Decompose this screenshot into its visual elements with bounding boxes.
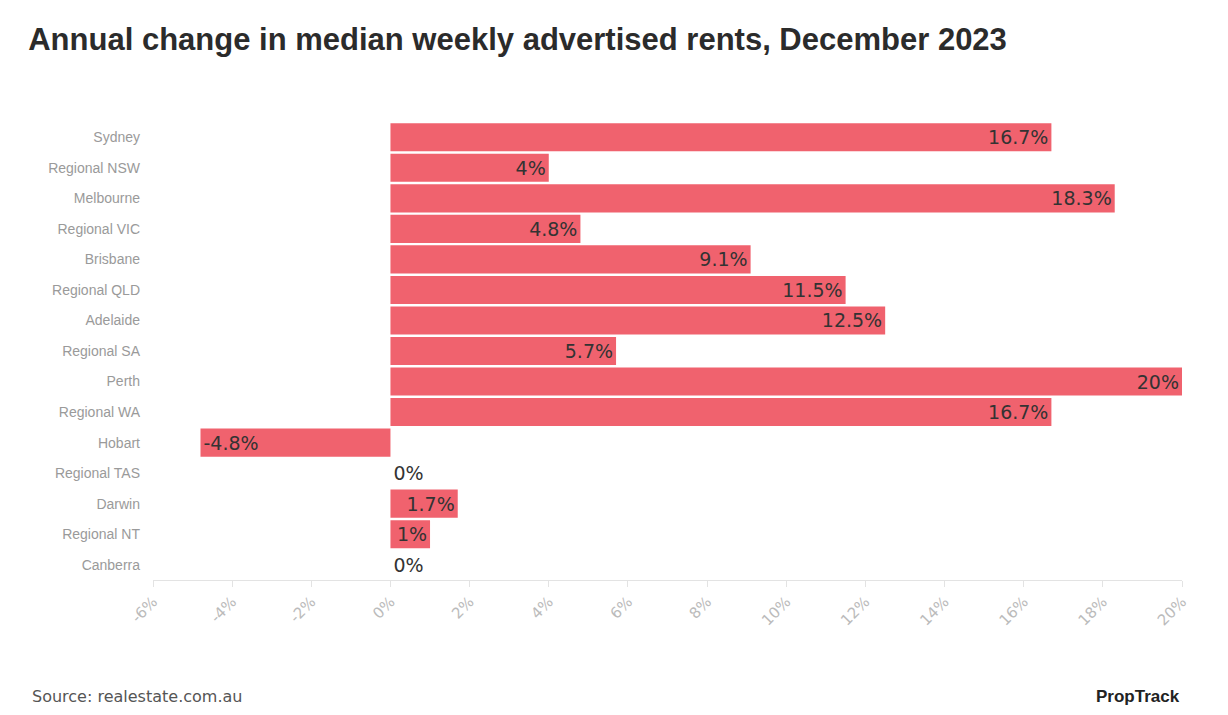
svg-text:Perth: Perth xyxy=(107,373,140,389)
svg-text:14%: 14% xyxy=(916,593,952,629)
svg-text:5.7%: 5.7% xyxy=(565,340,613,362)
svg-text:0%: 0% xyxy=(369,593,399,623)
svg-text:-4%: -4% xyxy=(207,593,240,626)
svg-text:Regional VIC: Regional VIC xyxy=(58,221,141,237)
svg-text:11.5%: 11.5% xyxy=(782,279,842,301)
svg-text:Regional WA: Regional WA xyxy=(59,404,141,420)
svg-text:10%: 10% xyxy=(758,593,794,629)
svg-text:Annual change in median weekly: Annual change in median weekly advertise… xyxy=(28,22,1007,57)
svg-text:16.7%: 16.7% xyxy=(988,126,1048,148)
svg-text:Regional NSW: Regional NSW xyxy=(48,160,141,176)
svg-text:16%: 16% xyxy=(996,593,1032,629)
svg-text:20%: 20% xyxy=(1137,371,1179,393)
svg-text:PropTrack: PropTrack xyxy=(1096,687,1180,706)
svg-text:8%: 8% xyxy=(686,593,716,623)
svg-text:0%: 0% xyxy=(393,462,423,484)
svg-text:9.1%: 9.1% xyxy=(699,248,747,270)
svg-text:18.3%: 18.3% xyxy=(1051,187,1111,209)
svg-text:Sydney: Sydney xyxy=(93,129,140,145)
svg-text:12.5%: 12.5% xyxy=(822,309,882,331)
svg-text:12%: 12% xyxy=(837,593,873,629)
svg-text:4%: 4% xyxy=(516,157,546,179)
svg-text:1.7%: 1.7% xyxy=(406,493,454,515)
svg-text:4.8%: 4.8% xyxy=(529,218,577,240)
svg-text:2%: 2% xyxy=(448,593,478,623)
svg-text:4%: 4% xyxy=(527,593,557,623)
svg-text:-4.8%: -4.8% xyxy=(203,432,258,454)
svg-text:-6%: -6% xyxy=(128,593,161,626)
svg-text:1%: 1% xyxy=(397,523,427,545)
svg-text:Regional NT: Regional NT xyxy=(62,526,140,542)
svg-text:Adelaide: Adelaide xyxy=(86,312,141,328)
svg-text:Canberra: Canberra xyxy=(82,557,141,573)
svg-text:Melbourne: Melbourne xyxy=(74,190,140,206)
svg-text:-2%: -2% xyxy=(286,593,319,626)
svg-text:Regional SA: Regional SA xyxy=(62,343,140,359)
svg-text:Brisbane: Brisbane xyxy=(85,251,140,267)
svg-text:20%: 20% xyxy=(1154,593,1190,629)
svg-text:Regional TAS: Regional TAS xyxy=(55,465,140,481)
svg-text:0%: 0% xyxy=(393,554,423,576)
svg-text:6%: 6% xyxy=(606,593,636,623)
svg-text:18%: 18% xyxy=(1075,593,1111,629)
svg-text:Darwin: Darwin xyxy=(96,496,140,512)
svg-text:Hobart: Hobart xyxy=(98,435,140,451)
svg-text:16.7%: 16.7% xyxy=(988,401,1048,423)
svg-text:Regional QLD: Regional QLD xyxy=(52,282,140,298)
svg-text:Source: realestate.com.au: Source: realestate.com.au xyxy=(32,687,242,706)
